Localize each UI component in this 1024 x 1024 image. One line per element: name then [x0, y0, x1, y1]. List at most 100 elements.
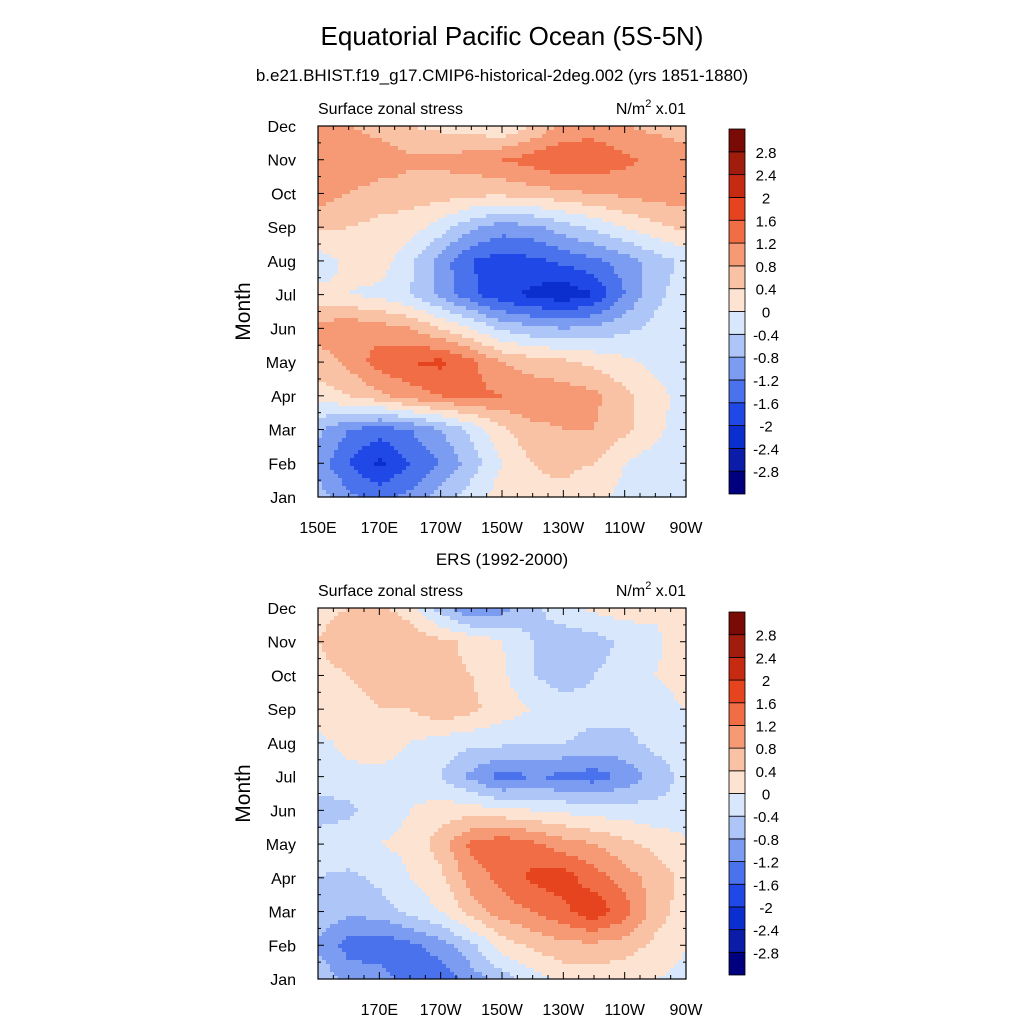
contour-cell [486, 868, 531, 873]
contour-cell [606, 286, 623, 291]
contour-cell [650, 370, 687, 375]
contour-cell [566, 824, 651, 829]
contour-cell [554, 848, 607, 853]
contour-cell [410, 812, 571, 817]
contour-cell [366, 692, 479, 697]
colorbar-label: -2 [759, 900, 772, 917]
contour-cell [614, 442, 655, 447]
contour-cell [350, 458, 379, 463]
contour-cell [502, 648, 535, 653]
contour-cell [514, 688, 559, 693]
contour-cell [402, 824, 443, 829]
colorbar-label: 2 [762, 190, 770, 207]
contour-cell [430, 716, 455, 721]
contour-cell [578, 306, 611, 311]
contour-cell [318, 708, 411, 713]
contour-cell [422, 386, 487, 391]
contour-cell [318, 720, 503, 725]
contour-cell [318, 816, 351, 821]
contour-cell [318, 792, 479, 797]
contour-cell [618, 298, 639, 303]
contour-cell [566, 900, 607, 905]
contour-cell [622, 474, 687, 479]
contour-cell [614, 270, 643, 275]
contour-cell [526, 704, 683, 709]
x-tick-label: 130W [542, 1002, 585, 1019]
contour-cell [662, 238, 687, 243]
contour-cell [414, 804, 483, 809]
contour-cell [466, 924, 487, 929]
contour-cell [358, 374, 391, 379]
contour-cell [634, 358, 687, 363]
contour-cell [554, 198, 643, 203]
contour-cell [506, 194, 619, 199]
contour-cell [502, 952, 543, 957]
contour-cell [318, 672, 347, 677]
contour-cell [642, 278, 671, 283]
contour-cell [338, 402, 403, 407]
contour-cell [598, 406, 635, 411]
contour-cell [458, 418, 491, 423]
contour-cell [318, 888, 383, 893]
contour-cell [658, 668, 687, 673]
contour-cell [678, 960, 687, 965]
contour-cell [334, 274, 387, 279]
contour-cell [630, 458, 687, 463]
contour-cell [574, 688, 671, 693]
contour-cell [638, 736, 687, 741]
contour-cell [590, 680, 663, 685]
contour-cell [658, 664, 687, 669]
contour-cell [366, 358, 435, 363]
contour-cell [458, 620, 555, 625]
contour-cell [418, 438, 447, 443]
contour-cell [402, 820, 451, 825]
contour-cell [510, 956, 555, 961]
contour-cell [506, 178, 687, 183]
contour-cell [318, 660, 331, 665]
contour-cell [458, 640, 503, 645]
contour-cell [670, 278, 687, 283]
contour-cell [570, 326, 643, 331]
contour-cell [618, 194, 687, 199]
contour-cell [414, 266, 435, 271]
contour-cell [534, 656, 607, 661]
contour-cell [506, 652, 535, 657]
contour-cell [318, 142, 391, 147]
contour-cell [338, 262, 391, 267]
contour-field [318, 608, 687, 980]
contour-cell [354, 812, 411, 817]
colorbar-label: -0.4 [753, 809, 779, 826]
colorbar-box [728, 725, 746, 749]
contour-cell [322, 430, 347, 435]
contour-cell [626, 462, 687, 467]
contour-cell [606, 636, 663, 641]
contour-cell [670, 406, 687, 411]
contour-cell [458, 458, 483, 463]
contour-cell [670, 764, 687, 769]
contour-cell [390, 972, 455, 977]
contour-cell [454, 470, 479, 475]
contour-cell [390, 374, 483, 379]
contour-cell [430, 202, 583, 207]
contour-cell [430, 450, 455, 455]
contour-cell [454, 896, 475, 901]
contour-cell [466, 748, 651, 753]
contour-cell [578, 238, 623, 243]
contour-cell [430, 390, 495, 395]
contour-cell [502, 458, 531, 463]
contour-cell [486, 314, 531, 319]
contour-cell [318, 948, 343, 953]
contour-cell [318, 648, 323, 653]
contour-cell [646, 366, 687, 371]
contour-cell [630, 912, 647, 917]
contour-cell [362, 446, 395, 451]
contour-cell [430, 844, 451, 849]
colorbar-box [728, 770, 746, 794]
contour-cell [438, 366, 443, 371]
contour-cell [514, 900, 567, 905]
contour-cell [430, 222, 459, 227]
contour-cell [594, 242, 635, 247]
contour-cell [350, 868, 407, 873]
contour-cell [318, 628, 327, 633]
contour-cell [322, 644, 459, 649]
